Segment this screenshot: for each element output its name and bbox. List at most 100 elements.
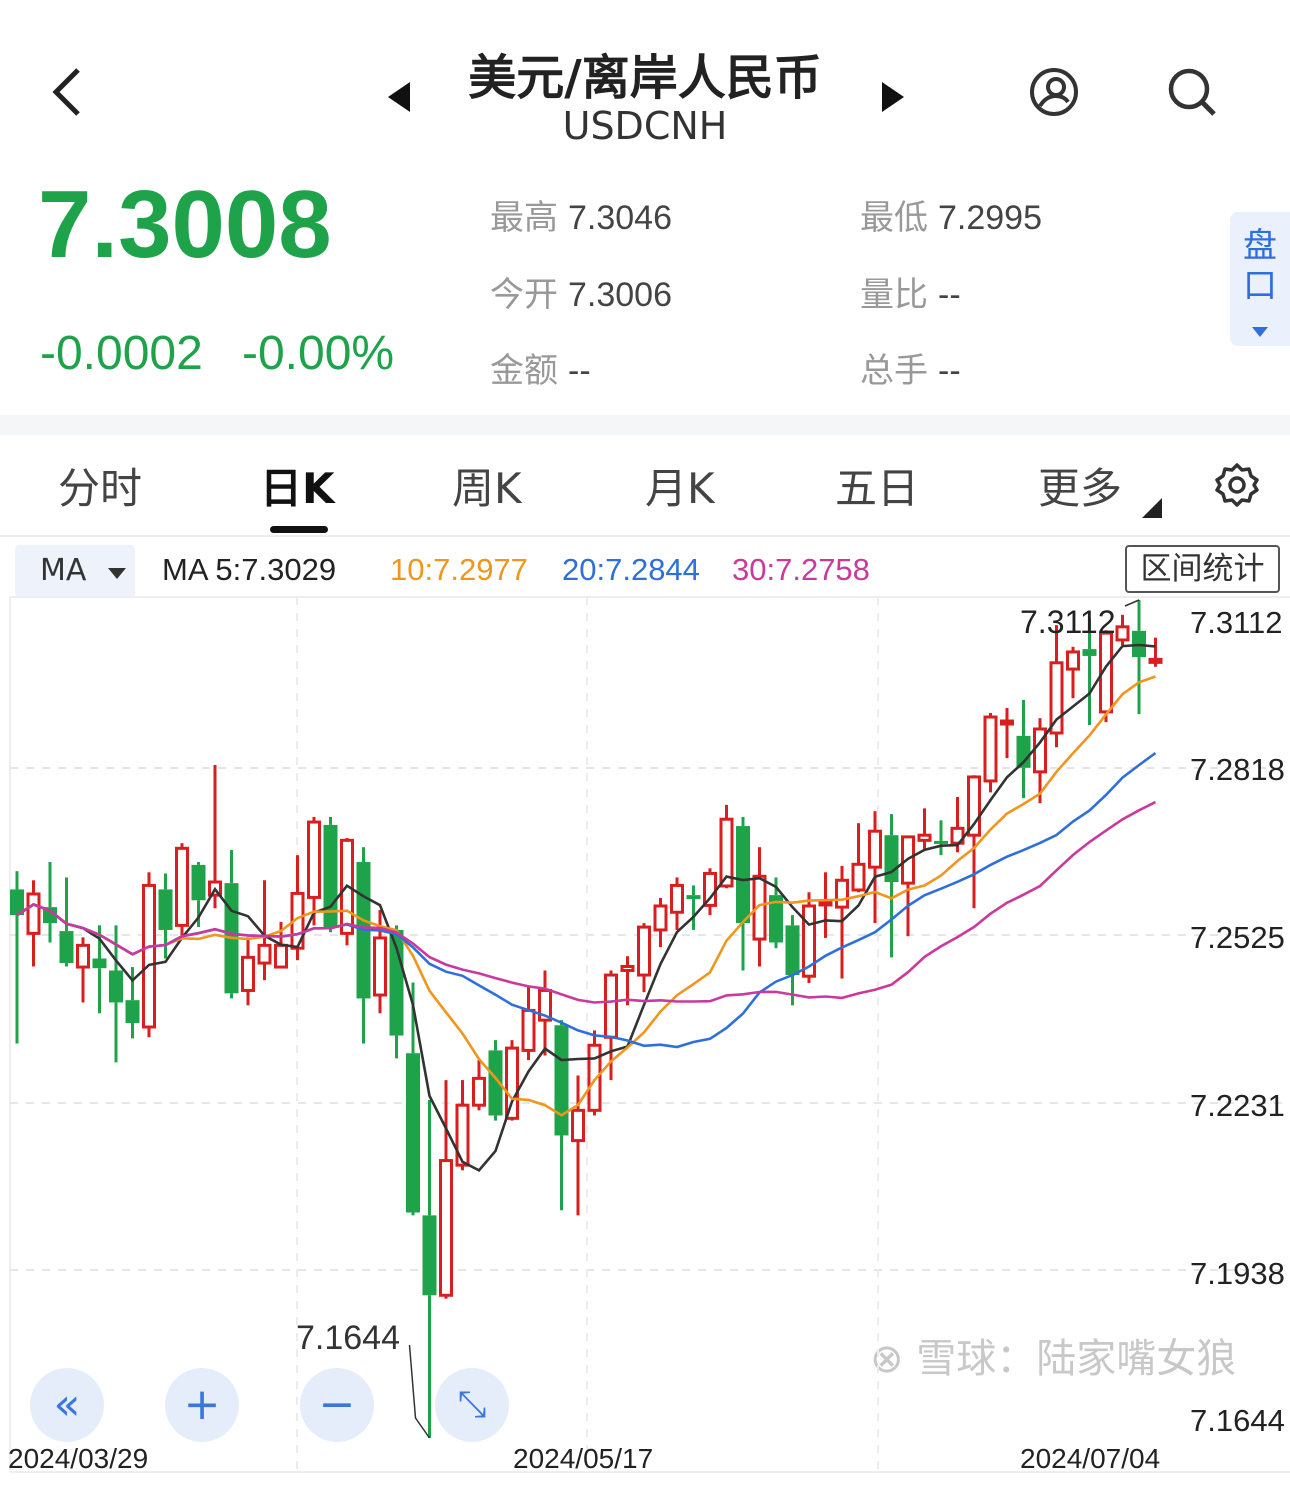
ma10-line: [16, 675, 1156, 1117]
max-price-marker: 7.3112: [1020, 604, 1116, 640]
zoom-in-button[interactable]: +: [165, 1368, 239, 1442]
active-tab-indicator: [270, 526, 328, 533]
order-book-tab[interactable]: 盘口: [1230, 212, 1290, 346]
candle-body-down: [1082, 649, 1097, 656]
indicator-select-label: MA: [40, 553, 87, 588]
candle-body-up: [917, 833, 932, 842]
prev-symbol-button[interactable]: [388, 82, 412, 116]
candle-body-up: [142, 883, 156, 1029]
next-symbol-button[interactable]: [880, 82, 904, 116]
candle-body-up: [620, 964, 635, 972]
stat-total-volume: 总手 --: [860, 351, 961, 391]
divider: [0, 415, 1290, 435]
tab-divider: [0, 535, 1290, 537]
candle-body-up: [653, 904, 668, 932]
ma5-value: MA 5:7.3029: [162, 552, 337, 587]
candle-body-up: [1099, 631, 1113, 714]
candle-body-up: [274, 943, 288, 969]
candle-body-up: [868, 829, 882, 869]
indicator-select[interactable]: MA: [15, 545, 135, 597]
candle-body-down: [59, 931, 74, 964]
candle-body-up: [26, 892, 41, 935]
x-tick-label: 2024/05/17: [513, 1443, 654, 1474]
candle-body-up: [983, 715, 998, 783]
tab-monthly-k[interactable]: 月K: [645, 464, 715, 513]
range-stats-button[interactable]: 区间统计: [1125, 545, 1280, 593]
candle-body-up: [538, 988, 552, 1022]
minus-icon: −: [318, 1379, 356, 1430]
page-title: 美元/离岸人民币: [468, 50, 822, 106]
caret-down-icon: [1252, 327, 1268, 337]
stat-volume-ratio: 量比 --: [860, 275, 961, 315]
stat-open: 今开 7.3006: [490, 275, 672, 315]
stat-low: 最低 7.2995: [860, 198, 1042, 238]
candle-body-up: [604, 973, 618, 1039]
search-icon: [1168, 68, 1216, 116]
y-tick-label: 7.3112: [1190, 605, 1283, 640]
candle-body-up: [637, 925, 651, 977]
candle-body-down: [125, 1000, 140, 1023]
search-button[interactable]: [1166, 66, 1218, 122]
candle-body-up: [967, 775, 981, 837]
tab-more[interactable]: 更多: [1038, 464, 1123, 513]
candle-body-down: [406, 1053, 420, 1213]
candle-body-up: [175, 846, 189, 927]
candle-body-up: [505, 1046, 519, 1120]
candle-body-up: [1066, 650, 1080, 671]
plus-icon: +: [183, 1379, 221, 1430]
candle-body-up: [752, 874, 767, 941]
x-tick-label: 2024/07/04: [1020, 1443, 1161, 1474]
candle-body-up: [571, 1108, 585, 1143]
price-change-percent: -0.00%: [242, 327, 395, 380]
min-marker-line: [408, 1344, 431, 1439]
candle-body-down: [736, 826, 750, 924]
min-price-marker: 7.1644: [296, 1319, 400, 1357]
watermark: ⊗ 雪球：陆家嘴女狼: [870, 1336, 1237, 1382]
y-tick-label: 7.2818: [1190, 752, 1285, 787]
candle-body-down: [422, 1215, 437, 1296]
ma30-value: 30:7.2758: [732, 552, 870, 587]
zoom-out-button[interactable]: −: [300, 1368, 374, 1442]
candle-body-up: [76, 943, 90, 969]
triangle-right-icon: [882, 82, 904, 112]
tab-daily-k[interactable]: 日K: [260, 464, 335, 513]
candle-body-down: [191, 864, 206, 901]
y-tick-label: 7.2231: [1190, 1088, 1285, 1123]
candle-body-down: [158, 889, 173, 930]
expand-icon: ⤡: [457, 1384, 487, 1425]
user-icon: [1030, 68, 1078, 116]
candle-body-up: [1049, 661, 1064, 735]
candle-body-up: [587, 1043, 602, 1112]
candle-body-down: [934, 840, 948, 844]
back-button[interactable]: [48, 66, 88, 118]
y-tick-label: 7.1644: [1190, 1403, 1285, 1438]
candle-body-down: [884, 835, 899, 882]
last-price: 7.3008: [38, 171, 332, 278]
y-tick-label: 7.2525: [1190, 920, 1285, 955]
ma5-line: [16, 643, 1156, 1173]
candle-body-up: [455, 1103, 470, 1167]
triangle-left-icon: [388, 82, 410, 112]
candle-body-up: [257, 943, 272, 965]
candle-body-up: [439, 1159, 453, 1297]
tab-weekly-k[interactable]: 周K: [452, 464, 522, 513]
fullscreen-button[interactable]: ⤡: [435, 1368, 509, 1442]
caret-down-icon: [107, 568, 126, 579]
candle-body-up: [241, 955, 255, 992]
candle-body-up: [851, 862, 866, 892]
candle-body-up: [1000, 719, 1014, 726]
profile-button[interactable]: [1028, 66, 1080, 122]
candle-body-down: [109, 970, 123, 1003]
candle-body-up: [670, 883, 684, 914]
chevron-left-icon: [52, 68, 80, 116]
tab-five-day[interactable]: 五日: [835, 464, 920, 513]
x-tick-label: 2024/03/29: [8, 1443, 149, 1474]
candle-body-up: [472, 1076, 486, 1107]
stat-amount: 金额 --: [490, 351, 591, 391]
ma30-line: [16, 800, 1157, 1004]
candle-body-up: [1148, 657, 1163, 664]
tab-intraday[interactable]: 分时: [58, 464, 143, 513]
scroll-back-button[interactable]: «: [30, 1368, 104, 1442]
chart-settings-button[interactable]: [1214, 462, 1260, 512]
